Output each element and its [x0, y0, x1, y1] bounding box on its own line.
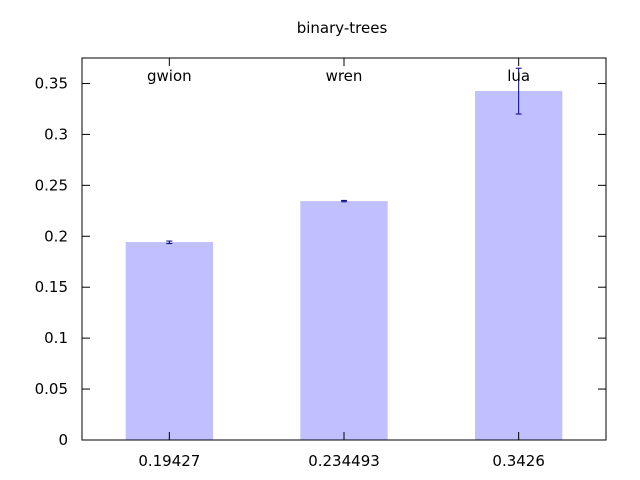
bar-label: gwion — [147, 67, 192, 85]
y-tick-label: 0.05 — [35, 380, 68, 398]
bar — [475, 91, 563, 441]
y-tick-label: 0.35 — [35, 74, 68, 92]
error-bars-layer — [166, 67, 522, 245]
y-tick-label: 0 — [58, 431, 68, 449]
y-tick-label: 0.25 — [35, 176, 68, 194]
bar-labels-layer: gwion wren lua — [147, 67, 530, 85]
x-tick-label: 0.3426 — [492, 452, 545, 470]
bar-label: lua — [507, 67, 530, 85]
bar — [125, 242, 213, 440]
y-tick-label: 0.15 — [35, 278, 68, 296]
bar-label: wren — [326, 67, 363, 85]
y-tick-label: 0.2 — [44, 227, 68, 245]
chart-title: binary-trees — [297, 19, 388, 37]
x-tick-label: 0.234493 — [308, 452, 380, 470]
bar — [300, 201, 388, 440]
bars-layer — [125, 91, 563, 441]
x-tick-label: 0.19427 — [138, 452, 200, 470]
x-axis: 0.19427 0.234493 0.3426 — [138, 58, 545, 470]
y-axis: 0 0.05 0.1 0.15 0.2 0.25 0.3 0.35 — [35, 74, 606, 449]
y-tick-label: 0.3 — [44, 125, 68, 143]
y-tick-label: 0.1 — [44, 329, 68, 347]
